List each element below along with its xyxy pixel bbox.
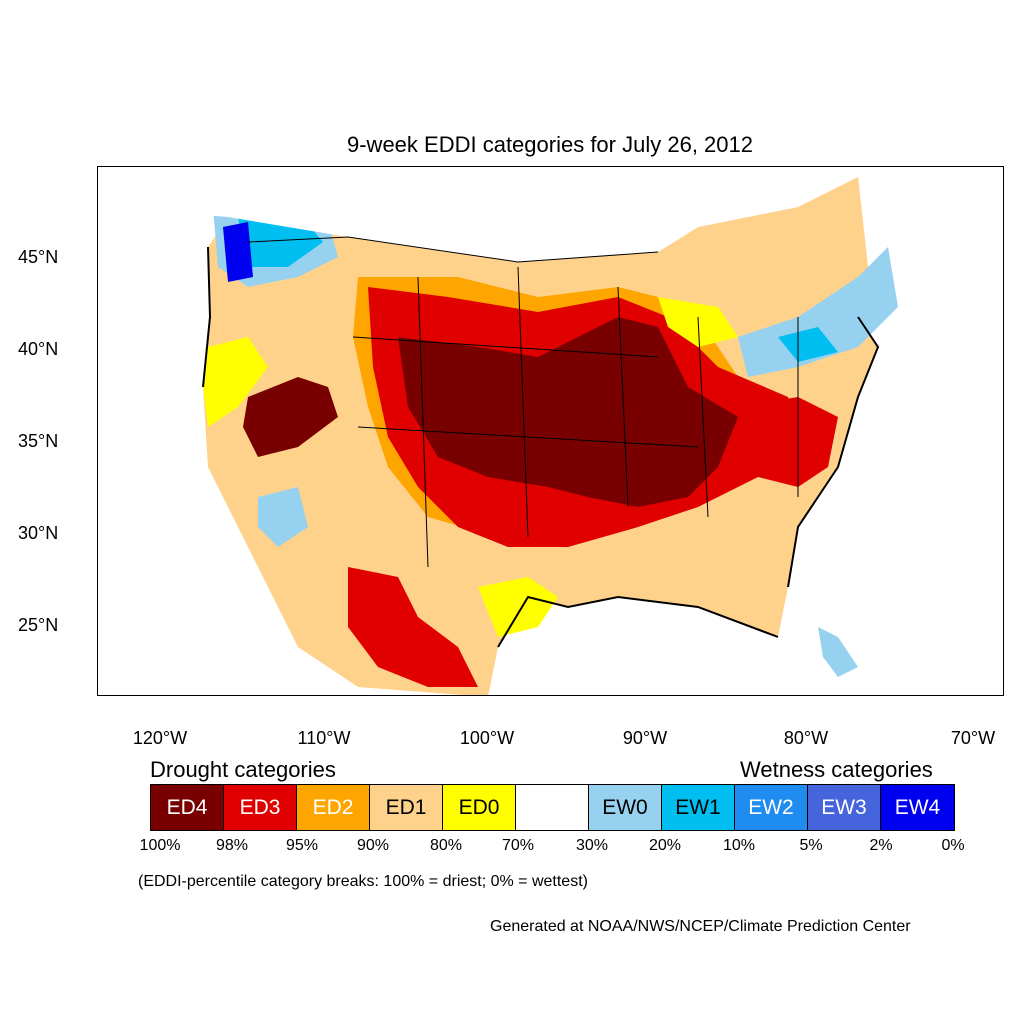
map-panel — [97, 166, 1004, 696]
drought-heading: Drought categories — [150, 757, 336, 782]
legend-label: EW4 — [894, 795, 941, 819]
break-label: 5% — [799, 837, 823, 854]
legend-cell-ed2: ED2 — [297, 785, 370, 830]
ed4-region-core — [398, 317, 738, 507]
break-label: 30% — [575, 837, 609, 854]
legend-cell-ew1: EW1 — [662, 785, 735, 830]
legend-cell-ed0: ED0 — [443, 785, 516, 830]
legend-cell-neutral — [516, 785, 589, 830]
ew1-region-florida — [818, 627, 858, 677]
legend-cell-ed3: ED3 — [224, 785, 297, 830]
legend-label: ED0 — [458, 795, 500, 819]
legend-cell-ew3: EW3 — [808, 785, 881, 830]
legend-cell-ew0: EW0 — [589, 785, 662, 830]
ed0-region-south — [478, 577, 558, 637]
legend-label: EW3 — [821, 795, 867, 819]
lon-label-80: 80°W — [783, 728, 829, 748]
ed4-region-west — [243, 377, 338, 457]
break-label: 100% — [139, 837, 181, 854]
no-data-north — [98, 167, 1003, 262]
legend-cell-ed4: ED4 — [151, 785, 224, 830]
eddi-map — [98, 167, 1003, 695]
break-label: 10% — [722, 837, 756, 854]
ed0-region-north — [248, 177, 868, 307]
lon-label-70: 70°W — [950, 728, 996, 748]
break-label: 20% — [648, 837, 682, 854]
lat-label-25: 25°N — [18, 615, 59, 635]
break-label: 2% — [869, 837, 893, 854]
legend-label: ED2 — [312, 795, 354, 819]
category-caption: (EDDI-percentile category breaks: 100% =… — [138, 873, 588, 890]
ew2-region-northeast — [778, 327, 838, 362]
legend-label: ED3 — [239, 795, 281, 819]
lat-label-35: 35°N — [18, 431, 59, 451]
category-legend: ED4 ED3 ED2 ED1 ED0 EW0 EW1 EW2 EW3 EW4 — [150, 784, 955, 831]
legend-cell-ew2: EW2 — [735, 785, 808, 830]
legend-label: EW1 — [675, 795, 721, 819]
legend-label: ED1 — [385, 795, 427, 819]
break-label: 80% — [429, 837, 463, 854]
ed3-region-texas — [348, 567, 478, 687]
lat-label-40: 40°N — [18, 339, 59, 359]
break-label: 0% — [941, 837, 965, 854]
lat-label-45: 45°N — [18, 247, 59, 267]
ed0-region-west — [203, 337, 268, 427]
lon-label-100: 100°W — [459, 728, 515, 748]
legend-cell-ed1: ED1 — [370, 785, 443, 830]
ew1-region-northeast — [738, 247, 898, 377]
ew4-region-coast — [223, 222, 253, 282]
ed3-region-east — [738, 397, 838, 487]
break-label: 90% — [356, 837, 390, 854]
legend-label: EW2 — [748, 795, 794, 819]
boundary-lines — [202, 236, 880, 648]
legend-label: ED4 — [166, 795, 208, 819]
lat-label-30: 30°N — [18, 523, 59, 543]
break-label: 70% — [501, 837, 535, 854]
lon-label-90: 90°W — [622, 728, 668, 748]
credit-line: Generated at NOAA/NWS/NCEP/Climate Predi… — [490, 918, 911, 935]
legend-cell-ew4: EW4 — [881, 785, 954, 830]
ew1-region-sw — [258, 487, 308, 547]
break-label: 95% — [285, 837, 319, 854]
legend-label: EW0 — [602, 795, 648, 819]
map-title: 9-week EDDI categories for July 26, 2012 — [347, 132, 753, 157]
break-label: 98% — [215, 837, 249, 854]
lon-label-120: 120°W — [132, 728, 188, 748]
wetness-heading: Wetness categories — [740, 757, 933, 782]
lon-label-110: 110°W — [297, 728, 351, 748]
